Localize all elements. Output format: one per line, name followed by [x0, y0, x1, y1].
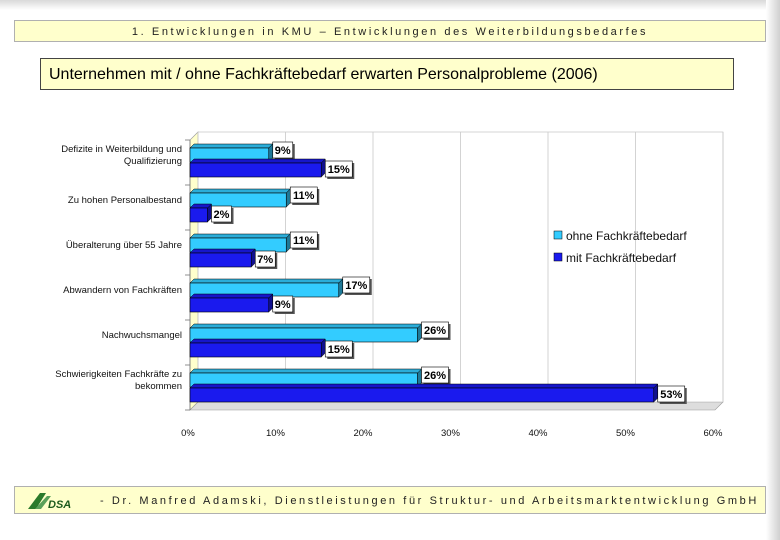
value-label-box — [289, 231, 318, 249]
category-label: Schwierigkeiten Fachkräfte zu — [55, 369, 182, 380]
bar-top-face — [189, 248, 256, 254]
value-label-box — [421, 321, 449, 339]
floor-wall — [189, 401, 724, 411]
x-tick-label: 40% — [528, 428, 548, 439]
value-label: 11% — [293, 190, 315, 202]
value-label-box — [272, 141, 294, 159]
bar-top-face — [189, 338, 326, 344]
chart-title-box: Unternehmen mit / ohne Fachkräftebedarf … — [40, 58, 734, 90]
value-label-box — [342, 276, 371, 294]
value-label: 11% — [293, 235, 315, 247]
footer-text: - Dr. Manfred Adamski, Dienstleistungen … — [100, 495, 759, 507]
bar-mit — [189, 207, 208, 223]
x-tick-label: 50% — [616, 428, 636, 439]
value-label: 17% — [345, 280, 367, 292]
value-label-box — [657, 385, 686, 403]
value-label: 9% — [275, 299, 291, 311]
x-tick-label: 0% — [181, 428, 195, 439]
legend-swatch-mit — [553, 252, 563, 262]
dsa-logo: DSA — [28, 493, 71, 511]
header-text: 1. Entwicklungen in KMU – Entwicklungen … — [131, 26, 649, 38]
value-label: 15% — [328, 164, 350, 176]
bar-mit — [189, 252, 252, 268]
category-label: Qualifizierung — [124, 156, 182, 167]
bar-top-face — [189, 383, 659, 389]
header-band: 1. Entwicklungen in KMU – Entwicklungen … — [14, 20, 766, 42]
x-tick-label: 20% — [353, 428, 373, 439]
value-label: 26% — [424, 325, 446, 337]
category-label: bekommen — [135, 381, 182, 392]
x-tick-label: 60% — [703, 428, 723, 439]
legend-label: mit Fachkräftebedarf — [566, 251, 677, 265]
x-tick-label: 30% — [441, 428, 461, 439]
bar-ohne — [189, 192, 287, 208]
bar-top-face — [189, 293, 274, 299]
value-label-box — [324, 340, 353, 358]
category-label: Nachwuchsmangel — [102, 330, 182, 341]
bar-top-face — [189, 143, 274, 149]
value-label: 15% — [328, 344, 350, 356]
value-label-box — [324, 160, 353, 178]
bar-top-face — [189, 158, 326, 164]
legend-label: ohne Fachkräftebedarf — [566, 229, 687, 243]
bar-top-face — [189, 323, 423, 329]
bar-mit — [189, 387, 655, 403]
bar-mit — [189, 297, 270, 313]
window-frame-top — [0, 0, 780, 10]
dsa-logo-text: DSA — [48, 499, 71, 511]
bar-top-face — [189, 233, 291, 239]
chart-title: Unternehmen mit / ohne Fachkräftebedarf … — [49, 66, 598, 83]
value-label-box — [421, 366, 449, 384]
bar-mit — [189, 342, 322, 358]
value-label: 2% — [214, 209, 230, 221]
value-label: 7% — [257, 254, 273, 266]
value-label: 9% — [275, 145, 291, 157]
bar-top-face — [189, 278, 344, 284]
value-label-box — [211, 205, 232, 223]
bar-mit — [189, 162, 322, 178]
value-label-box — [254, 250, 276, 268]
footer-band: - Dr. Manfred Adamski, Dienstleistungen … — [14, 486, 766, 514]
bar-top-face — [189, 368, 423, 374]
value-label: 26% — [424, 370, 446, 382]
value-label-box — [289, 186, 318, 204]
category-label: Zu hohen Personalbestand — [68, 195, 182, 206]
legend-swatch-ohne — [553, 230, 563, 240]
category-label: Abwandern von Fachkräften — [63, 285, 182, 296]
category-label: Überalterung über 55 Jahre — [66, 240, 182, 251]
window-frame-right — [766, 0, 780, 540]
category-label: Defizite in Weiterbildung und — [61, 144, 182, 155]
x-tick-label: 10% — [266, 428, 286, 439]
bar-top-face — [189, 188, 291, 194]
value-label: 53% — [660, 389, 682, 401]
value-label-box — [272, 295, 294, 313]
